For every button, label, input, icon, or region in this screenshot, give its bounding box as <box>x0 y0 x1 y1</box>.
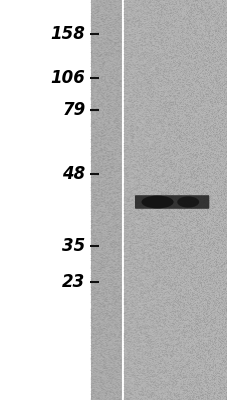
FancyBboxPatch shape <box>134 195 208 209</box>
Text: 106: 106 <box>50 69 85 87</box>
Bar <box>0 0 91 400</box>
Bar <box>91 0 121 400</box>
Text: 79: 79 <box>62 101 85 119</box>
Text: 35: 35 <box>62 237 85 255</box>
Bar <box>124 0 227 400</box>
Ellipse shape <box>176 196 198 208</box>
Text: 158: 158 <box>50 25 85 43</box>
Text: 48: 48 <box>62 165 85 183</box>
Text: 23: 23 <box>62 273 85 291</box>
Ellipse shape <box>141 196 173 208</box>
Bar <box>121 0 124 400</box>
